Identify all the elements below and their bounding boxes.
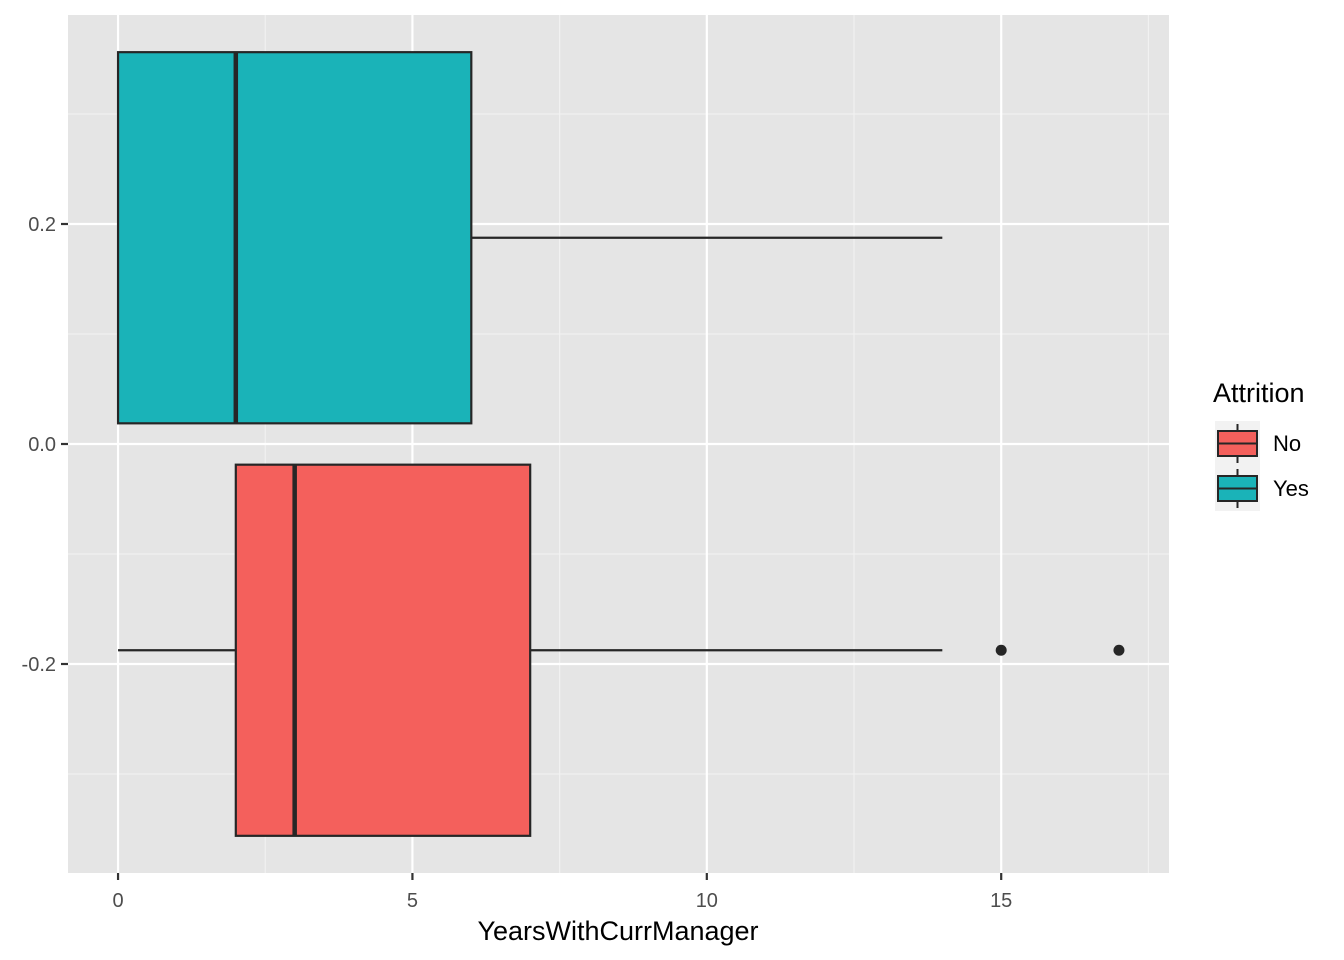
y-tick-label: -0.2 xyxy=(22,654,56,676)
legend-keys: No Yes xyxy=(1215,421,1309,511)
x-tick-label: 10 xyxy=(696,890,718,912)
legend-item-no: No xyxy=(1215,421,1301,466)
x-tick-label: 15 xyxy=(990,890,1012,912)
box-yes xyxy=(116,51,943,425)
legend-title: Attrition xyxy=(1213,378,1305,408)
y-tick-label: 0.2 xyxy=(28,214,56,236)
legend-label: Yes xyxy=(1273,476,1309,501)
y-axis: -0.2 0.0 0.2 xyxy=(22,214,68,676)
outlier-point xyxy=(1113,644,1125,656)
x-tick-label: 0 xyxy=(112,890,123,912)
legend-item-yes: Yes xyxy=(1215,466,1309,511)
x-axis-title: YearsWithCurrManager xyxy=(477,916,758,946)
box-iqr xyxy=(234,463,532,837)
legend: Attrition No Yes xyxy=(1213,378,1309,511)
box-layer xyxy=(116,51,1125,837)
box-no xyxy=(118,463,1125,837)
outlier-point xyxy=(995,644,1007,656)
y-tick-label: 0.0 xyxy=(28,434,56,456)
legend-label: No xyxy=(1273,431,1301,456)
x-tick-label: 5 xyxy=(407,890,418,912)
x-axis: 0 5 10 15 xyxy=(112,873,1012,912)
box-iqr xyxy=(116,51,473,425)
